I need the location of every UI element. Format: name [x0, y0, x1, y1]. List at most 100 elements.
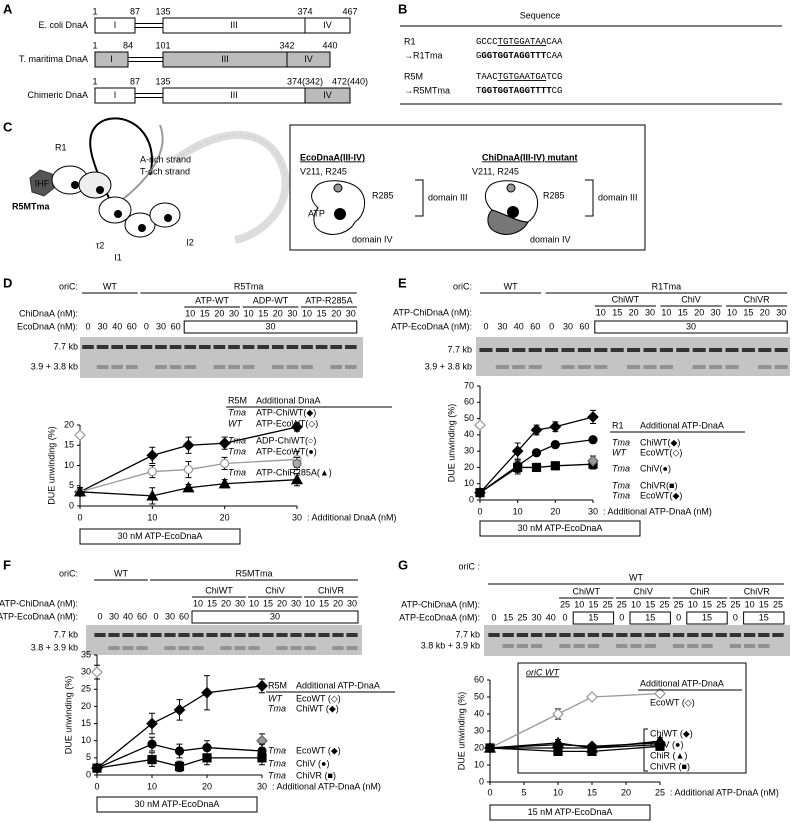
domain-label: III	[221, 54, 229, 64]
oric-label: oriC:	[59, 281, 78, 291]
residue-number: 84	[123, 40, 133, 50]
lane-number: 30	[165, 611, 175, 621]
residue-number: 374	[297, 6, 312, 16]
group-label: WT	[114, 568, 128, 578]
lane-number: 0	[483, 321, 488, 331]
y-tick-label: 15	[81, 718, 91, 728]
row-label: ATP-EcoDnaA (nM):	[391, 321, 472, 331]
lane-number: 15	[702, 599, 712, 609]
inset-title: EcoDnaA(III-IV)	[300, 152, 365, 162]
t-rich-strand	[114, 124, 164, 206]
marker	[531, 462, 542, 473]
lane-number: 10	[727, 307, 737, 317]
lane-number: 60	[137, 611, 147, 621]
residue-label: V211, R245	[300, 166, 347, 176]
marker	[173, 704, 186, 716]
lane-number: 25	[659, 599, 669, 609]
inset-title: ChiDnaA(III-IV) mutant	[482, 152, 578, 162]
marker	[91, 666, 103, 678]
sequence-part: CAA	[546, 37, 563, 47]
gel-band	[169, 345, 182, 349]
band-label: 7.7 kb	[455, 629, 480, 639]
marker	[202, 753, 212, 763]
sequence-part: G	[476, 51, 481, 61]
residue-number: 87	[130, 6, 140, 16]
gel-band	[198, 345, 211, 349]
x-axis-label: : Additional ATP-DnaA (nM)	[603, 506, 712, 516]
gel-band	[213, 345, 226, 349]
legend-label: EcoWT(◇)	[640, 447, 682, 457]
gel-band	[545, 348, 559, 352]
gel-band	[242, 345, 255, 349]
y-tick-label: 5	[86, 752, 91, 762]
legend-label: ChiV(●)	[640, 463, 671, 473]
atp-label: ATP	[308, 208, 325, 218]
strand-label: A-rich strand	[140, 154, 191, 164]
gel-band	[332, 646, 344, 650]
site-label: I2	[186, 237, 194, 247]
series-line	[489, 692, 661, 749]
marker	[92, 763, 102, 773]
note-box	[79, 528, 241, 545]
gel-band	[725, 348, 739, 352]
marker	[552, 708, 564, 720]
site-label: R5MTma	[12, 201, 51, 211]
sequence-part: TCG	[546, 72, 562, 82]
lane-number: 30	[346, 308, 356, 318]
legend-template: Tma	[612, 437, 630, 447]
dnaa-protomer	[149, 202, 181, 228]
gel-band	[627, 348, 641, 352]
marker	[146, 449, 159, 462]
legend-label: ATP-ChiR285A(▲)	[256, 467, 332, 477]
legend-label: ChiVR (■)	[650, 761, 690, 771]
gel-band	[330, 365, 343, 369]
lane-number: 30	[776, 307, 786, 317]
lane-number: 0	[144, 321, 149, 331]
residue-number: 440	[322, 40, 337, 50]
gel-band	[220, 633, 232, 637]
y-tick-label: 25	[81, 684, 91, 694]
gel-band	[774, 348, 788, 352]
gel-band	[573, 644, 585, 648]
residue-number: 135	[155, 6, 170, 16]
sequence-part: TGTGGATAA	[498, 37, 547, 47]
gel-band	[502, 644, 514, 648]
band-label: 7.7 kb	[447, 344, 472, 354]
gel-band	[594, 365, 608, 369]
y-tick-label: 0	[479, 776, 484, 786]
note-box	[96, 796, 258, 813]
gel-band	[262, 633, 274, 637]
sequence-part: GGTGGTAGGTTTT	[481, 86, 552, 96]
marker	[182, 481, 195, 493]
dnaa-protomer	[98, 196, 132, 224]
lane-box-label: 15	[759, 612, 769, 622]
lane-number: 10	[244, 308, 254, 318]
gel-band	[178, 646, 190, 650]
subgroup-label: ChiWT	[205, 585, 233, 595]
ihf-shape	[29, 169, 55, 197]
marker	[513, 462, 523, 473]
gel-band	[561, 365, 575, 369]
gel-band	[122, 633, 134, 637]
gel-band	[630, 644, 642, 648]
marker	[290, 473, 304, 485]
gel-band	[587, 644, 600, 648]
legend-template: WT	[612, 447, 627, 457]
gel-band	[111, 345, 124, 349]
band-label: 7.7 kb	[53, 629, 78, 639]
gel-band	[659, 365, 673, 369]
gel-band	[495, 348, 509, 352]
marker	[182, 439, 195, 452]
gel-band	[729, 633, 742, 637]
gel-band	[111, 365, 124, 369]
gel-band	[644, 633, 656, 637]
row-label: EcoDnaA (nM):	[17, 321, 78, 331]
y-tick-label: 40	[464, 429, 474, 439]
y-tick-label: 10	[64, 460, 74, 470]
gel-band	[155, 345, 167, 349]
gel-band	[774, 365, 788, 369]
marker	[146, 717, 158, 730]
gel-band	[178, 633, 190, 637]
